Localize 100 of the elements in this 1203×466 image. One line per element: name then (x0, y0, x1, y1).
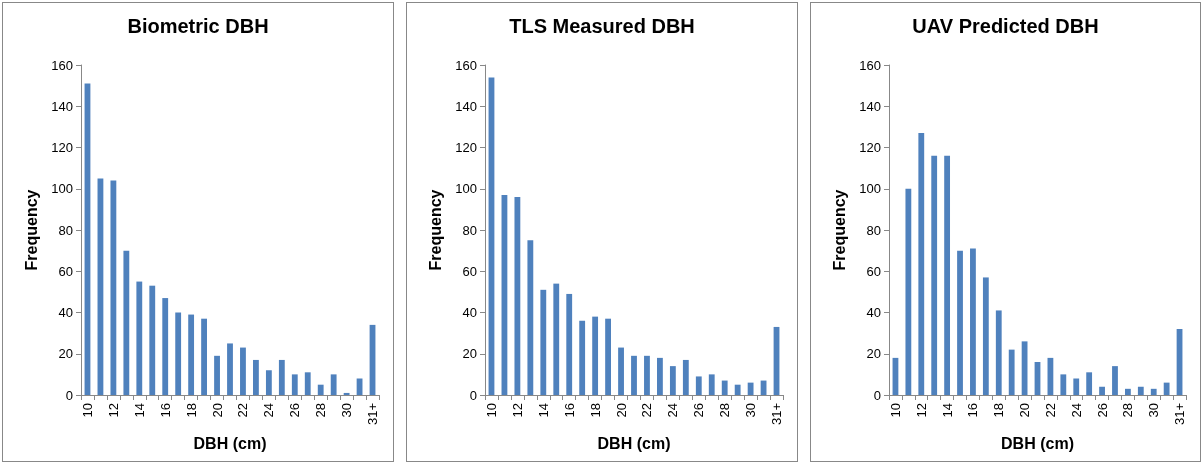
x-tick-label: 16 (157, 403, 173, 418)
bar (1163, 382, 1170, 395)
y-tick-label: 140 (51, 98, 73, 114)
bar (136, 281, 143, 395)
x-tick-label: 12 (509, 403, 525, 418)
y-tick-label: 160 (455, 57, 477, 73)
bar (695, 376, 702, 395)
bar (278, 359, 285, 395)
bar (240, 347, 246, 395)
y-axis-title: Frequency (22, 189, 40, 271)
y-tick-label: 100 (51, 181, 73, 197)
x-tick-label: 18 (991, 403, 1007, 418)
x-tick-label: 30 (339, 403, 355, 418)
bar (253, 359, 259, 395)
x-tick-label: 31+ (365, 403, 381, 426)
bar (644, 355, 650, 395)
y-tick-label: 20 (58, 346, 73, 362)
y-tick-label: 20 (462, 346, 477, 362)
y-tick-label: 140 (859, 98, 881, 114)
bar (1150, 388, 1157, 395)
y-tick-label: 100 (455, 181, 477, 197)
bar (330, 374, 337, 395)
bar (995, 310, 1002, 395)
bar (553, 283, 560, 395)
bar (957, 250, 963, 395)
bar (970, 248, 976, 395)
bar (188, 314, 195, 395)
x-tick-label: 31+ (769, 403, 785, 426)
bar (918, 133, 925, 395)
bar (527, 240, 534, 395)
x-tick-label: 22 (1042, 403, 1058, 418)
bar (566, 293, 573, 395)
y-tick-label: 160 (51, 57, 73, 73)
y-tick-label: 120 (859, 140, 881, 155)
x-tick-label: 26 (1094, 403, 1110, 418)
chart-title: UAV Predicted DBH (912, 15, 1099, 37)
y-tick-label: 60 (462, 263, 477, 279)
x-tick-label: 31+ (1172, 403, 1188, 426)
y-tick-label: 60 (866, 263, 881, 279)
x-tick-label: 24 (261, 403, 277, 418)
bar (669, 366, 676, 395)
bar (540, 289, 547, 395)
bar (265, 370, 272, 395)
x-tick-label: 20 (613, 403, 629, 418)
bar (747, 382, 754, 395)
bar (149, 285, 156, 395)
bar (605, 318, 611, 395)
x-tick-label: 24 (665, 403, 681, 418)
bar (227, 343, 233, 395)
x-tick-label: 12 (913, 403, 929, 418)
x-tick-label: 18 (183, 403, 199, 418)
x-tick-label: 18 (587, 403, 603, 418)
y-tick-label: 80 (58, 222, 73, 238)
x-tick-label: 10 (887, 403, 903, 418)
y-tick-label: 40 (58, 305, 73, 320)
y-tick-label: 40 (462, 305, 477, 320)
bar (1073, 378, 1080, 395)
x-axis-title: DBH (cm) (1001, 434, 1074, 452)
y-axis-title: Frequency (426, 189, 444, 271)
x-tick-label: 12 (105, 403, 121, 418)
x-tick-label: 20 (209, 403, 225, 418)
bar (110, 180, 117, 395)
x-tick-label: 24 (1068, 403, 1084, 418)
bar (1099, 386, 1105, 395)
bar (201, 318, 207, 395)
bar (721, 380, 728, 395)
bar (579, 320, 586, 395)
bar (708, 374, 715, 395)
y-tick-label: 80 (866, 222, 881, 238)
y-tick-label: 0 (469, 387, 477, 403)
y-tick-label: 120 (455, 140, 477, 155)
bar (123, 250, 130, 395)
x-tick-label: 10 (79, 403, 95, 418)
bar (304, 372, 311, 395)
x-tick-label: 28 (1120, 403, 1136, 418)
bar (682, 359, 689, 395)
y-axis-title: Frequency (830, 189, 848, 271)
x-tick-label: 14 (535, 403, 551, 418)
x-tick-label: 14 (939, 403, 955, 418)
x-tick-label: 28 (717, 403, 733, 418)
x-tick-label: 26 (691, 403, 707, 418)
bar (1086, 372, 1093, 395)
bar (1124, 388, 1131, 395)
y-tick-label: 120 (51, 140, 73, 155)
y-tick-label: 20 (866, 346, 881, 362)
chart-title: Biometric DBH (127, 15, 269, 37)
bar (291, 374, 298, 395)
x-tick-label: 26 (287, 403, 303, 418)
bar (1112, 366, 1118, 395)
x-tick-label: 14 (131, 403, 147, 418)
y-tick-label: 40 (866, 305, 881, 320)
bar (514, 197, 521, 395)
bar (631, 355, 637, 395)
x-tick-label: 22 (639, 403, 655, 418)
x-axis-title: DBH (cm) (193, 434, 267, 452)
y-tick-label: 0 (873, 387, 881, 403)
bar (1137, 386, 1144, 395)
y-tick-label: 160 (859, 57, 881, 73)
bar (905, 188, 912, 395)
bar (592, 316, 599, 395)
